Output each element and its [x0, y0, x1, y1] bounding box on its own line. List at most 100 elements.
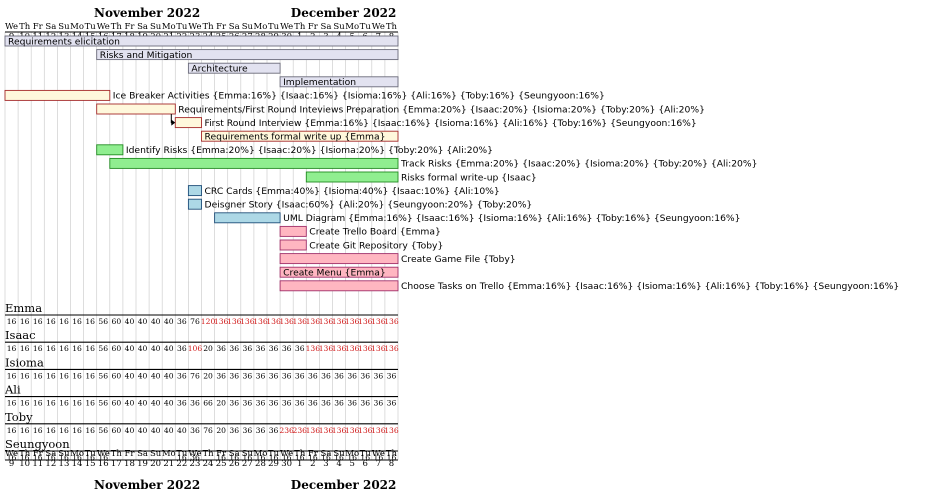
bottom-day-number: 11: [32, 459, 43, 469]
resource-load-value: 136: [345, 344, 360, 353]
resource-load-value: 16: [72, 317, 82, 326]
task-bar: [96, 49, 399, 61]
resource-load-value: 16: [7, 453, 17, 462]
resource-load-value: 36: [269, 399, 279, 408]
resource-load-value: 20: [203, 371, 213, 380]
bottom-day-number: 26: [229, 459, 240, 469]
resource-load-value: 16: [72, 453, 82, 462]
bottom-weekday-label: Tu: [360, 449, 372, 459]
resource-load-value: 236: [293, 426, 308, 435]
resource-load-value: 60: [112, 371, 122, 380]
bottom-day-number: 18: [124, 459, 135, 469]
bottom-day-number: 28: [255, 459, 266, 469]
task-label: Choose Tasks on Trello {Emma:16%} {Isaac…: [401, 281, 899, 292]
task-label: Create Git Repository {Toby}: [309, 240, 443, 251]
bottom-weekday-label: Fr: [216, 449, 227, 459]
resource-load-value: 16: [269, 453, 279, 462]
resource-load-value: 136: [358, 426, 373, 435]
calendar-header-bottom: November 2022 December 2022We9Th10Fr11Sa1…: [5, 449, 398, 492]
bottom-day-number: 9: [9, 459, 14, 469]
bottom-day-number: 13: [59, 459, 70, 469]
resource-load-value: 36: [295, 344, 305, 353]
resource-load-value: 136: [371, 426, 386, 435]
resource-load-value: 36: [295, 399, 305, 408]
resource-load-value: 40: [164, 344, 174, 353]
top-weekday-label: Th: [202, 22, 214, 32]
bottom-day-number: 16: [98, 459, 109, 469]
resource-load-value: 136: [371, 317, 386, 326]
resource-load-value: 16: [20, 399, 30, 408]
resource-load-value: 40: [164, 317, 174, 326]
resource-load-value: 16: [72, 426, 82, 435]
top-weekday-label: We: [372, 22, 385, 32]
resource-load-value: 36: [177, 317, 187, 326]
resource-load-value: 40: [164, 426, 174, 435]
task-label: Create Trello Board {Emma}: [309, 227, 441, 238]
task-label: Requirements/First Round Inteviews Prepa…: [178, 104, 705, 115]
dependency-arrow-head: [171, 119, 176, 126]
resource-load-value: 136: [240, 317, 255, 326]
resource-load-value: 16: [85, 426, 95, 435]
resource-load-value: 16: [20, 453, 30, 462]
resource-load-value: 36: [347, 399, 357, 408]
resource-load-value: 16: [33, 399, 43, 408]
top-weekday-label: Mo: [345, 22, 359, 32]
task-bar: [109, 157, 399, 169]
resource-load-value: 136: [384, 317, 399, 326]
top-weekday-label: Th: [19, 22, 31, 32]
resource-load-value: 36: [269, 344, 279, 353]
resource-load-value: 40: [151, 344, 161, 353]
resource-load-value: 36: [216, 344, 226, 353]
bottom-day-number: 2: [310, 459, 315, 469]
bottom-day-number: 12: [45, 459, 56, 469]
top-weekday-label: Su: [333, 22, 345, 32]
bottom-day-number: 29: [268, 459, 279, 469]
resource-load-value: 76: [190, 371, 200, 380]
task-label: Deisgner Story {Isaac:60%} {Ali:20%} {Se…: [205, 200, 533, 211]
task-label: Create Menu {Emma}: [283, 268, 386, 279]
bottom-weekday-label: Sa: [229, 449, 240, 459]
task-bar: [4, 35, 399, 47]
resource-load-value: 136: [214, 317, 229, 326]
resource-load-value: 40: [151, 399, 161, 408]
top-month-label: December 2022: [291, 6, 397, 20]
resource-load-value: 40: [177, 426, 187, 435]
resource-load-value: 36: [229, 399, 239, 408]
task-label: Risks formal write-up {Isaac}: [401, 172, 537, 183]
top-weekday-label: We: [280, 22, 293, 32]
resource-load-value: 36: [282, 399, 292, 408]
resource-load-value: 36: [387, 399, 397, 408]
bottom-weekday-label: Fr: [308, 449, 319, 459]
bottom-weekday-label: Sa: [137, 449, 148, 459]
resource-name: Ali: [4, 383, 21, 397]
resource-load-value: 36: [334, 371, 344, 380]
resource-load-value: 36: [308, 399, 318, 408]
top-weekday-label: Fr: [33, 22, 44, 32]
bottom-weekday-label: We: [188, 449, 201, 459]
resource-load-value: 16: [59, 344, 69, 353]
bottom-weekday-label: Th: [111, 449, 123, 459]
bottom-weekday-label: We: [372, 449, 385, 459]
bottom-weekday-label: Mo: [162, 449, 176, 459]
task-label: Requirements elicitation: [8, 36, 120, 47]
resource-load-value: 20: [216, 426, 226, 435]
resource-load-value: 36: [243, 371, 253, 380]
resource-load-value: 36: [216, 371, 226, 380]
task-bar: [187, 62, 281, 74]
resource-load-value: 136: [345, 426, 360, 435]
resource-name: Emma: [5, 301, 42, 315]
resource-load-value: 40: [138, 399, 148, 408]
bottom-day-number: 7: [376, 459, 381, 469]
top-weekday-label: Sa: [321, 22, 332, 32]
bottom-weekday-label: Fr: [33, 449, 44, 459]
resource-load-value: 40: [138, 344, 148, 353]
top-weekday-label: Mo: [70, 22, 84, 32]
task-bar: [279, 225, 307, 237]
resource-load-value: 40: [138, 426, 148, 435]
resource-load-value: 16: [46, 453, 56, 462]
task-bar: [279, 76, 399, 88]
resource-load-value: 16: [243, 453, 253, 462]
top-weekday-label: Mo: [162, 22, 176, 32]
resource-load-value: 40: [138, 317, 148, 326]
